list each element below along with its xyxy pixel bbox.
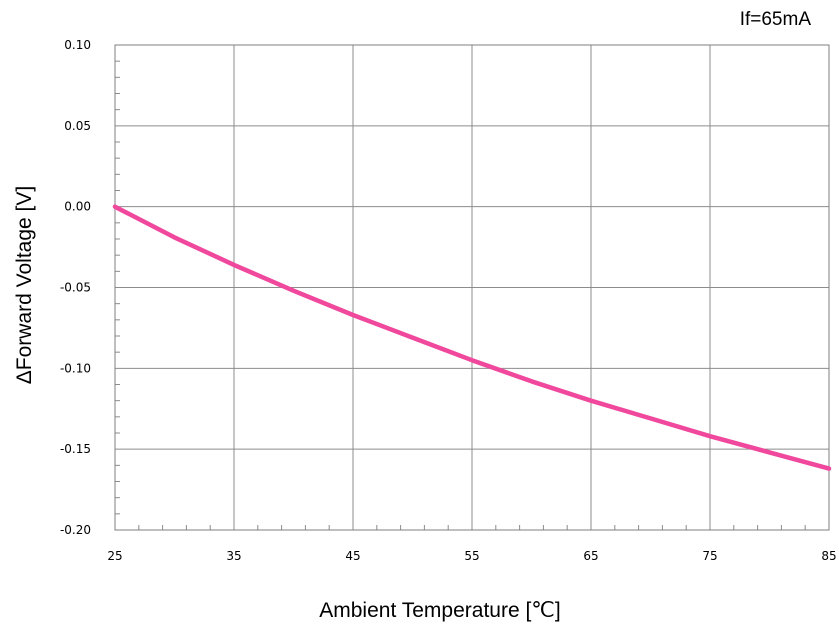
y-tick-label: -0.05 (60, 281, 91, 295)
plot-frame (114, 44, 830, 531)
x-tick-label: 65 (583, 549, 598, 563)
y-tick-label: -0.10 (60, 361, 91, 375)
minor-ticks (115, 60, 806, 530)
y-tick-label: 0.10 (64, 38, 91, 52)
y-tick-label: -0.20 (60, 523, 91, 537)
x-tick-label: 85 (821, 549, 836, 563)
x-tick-labels: 25 35 45 55 65 75 85 (107, 549, 836, 563)
grid-lines (114, 44, 830, 531)
x-tick-label: 35 (226, 549, 241, 563)
y-tick-label: 0.05 (64, 119, 91, 133)
x-tick-label: 75 (702, 549, 717, 563)
x-tick-label: 55 (464, 549, 479, 563)
series-line (112, 204, 832, 471)
series-group (112, 204, 832, 471)
condition-annotation: If=65mA (740, 9, 812, 30)
x-tick-label: 25 (107, 549, 122, 563)
x-axis-title: Ambient Temperature [℃] (319, 599, 560, 622)
y-axis-title: ΔForward Voltage [V] (13, 186, 36, 384)
y-tick-label: -0.15 (60, 442, 91, 456)
y-tick-label: 0.00 (64, 200, 91, 214)
y-tick-labels: 0.10 0.05 0.00 -0.05 -0.10 -0.15 -0.20 (60, 38, 91, 537)
x-tick-label: 45 (345, 549, 360, 563)
